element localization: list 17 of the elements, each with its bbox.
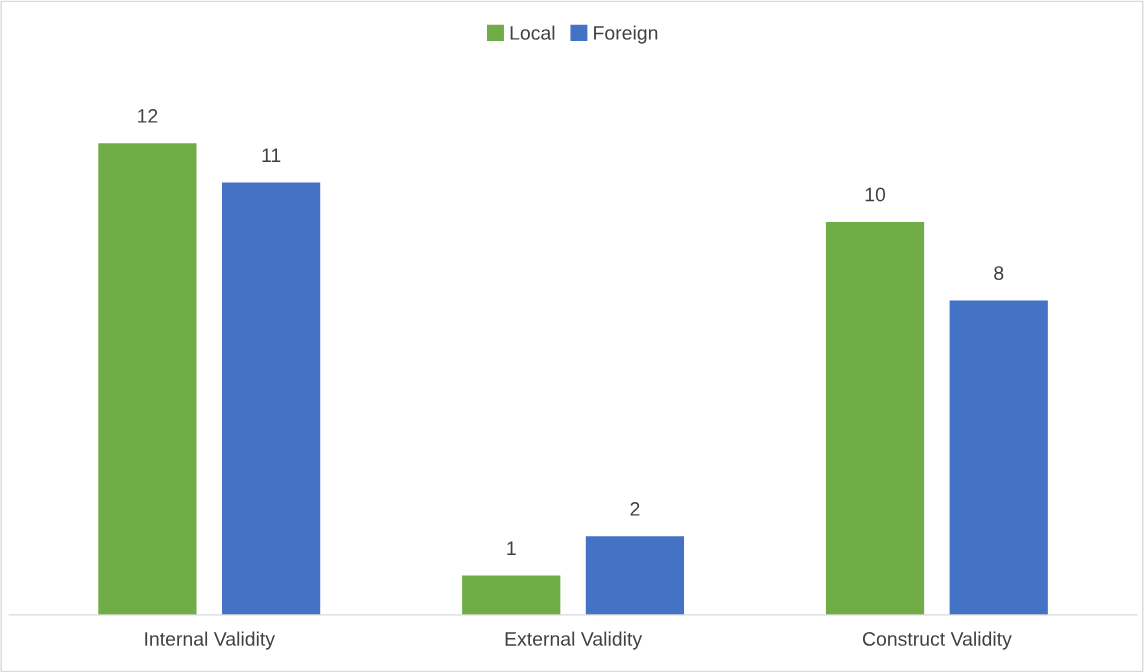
data-label: 10 [865, 187, 886, 202]
bar [221, 182, 321, 615]
bar [98, 143, 197, 615]
x-tick-label: Internal Validity [145, 631, 275, 650]
data-label: 12 [138, 109, 158, 123]
bar [949, 300, 1048, 615]
legend-label: Local [510, 25, 555, 40]
data-label: 8 [994, 266, 1004, 280]
data-label: 1 [507, 541, 516, 555]
x-tick-label: External Validity [505, 631, 643, 650]
bar [825, 221, 925, 615]
data-label: 11 [262, 148, 281, 162]
bar [462, 575, 561, 615]
legend-label: Foreign [594, 25, 658, 44]
data-label: 2 [630, 502, 640, 516]
bar [585, 536, 685, 615]
x-tick-label: Construct Validity [862, 631, 1012, 650]
